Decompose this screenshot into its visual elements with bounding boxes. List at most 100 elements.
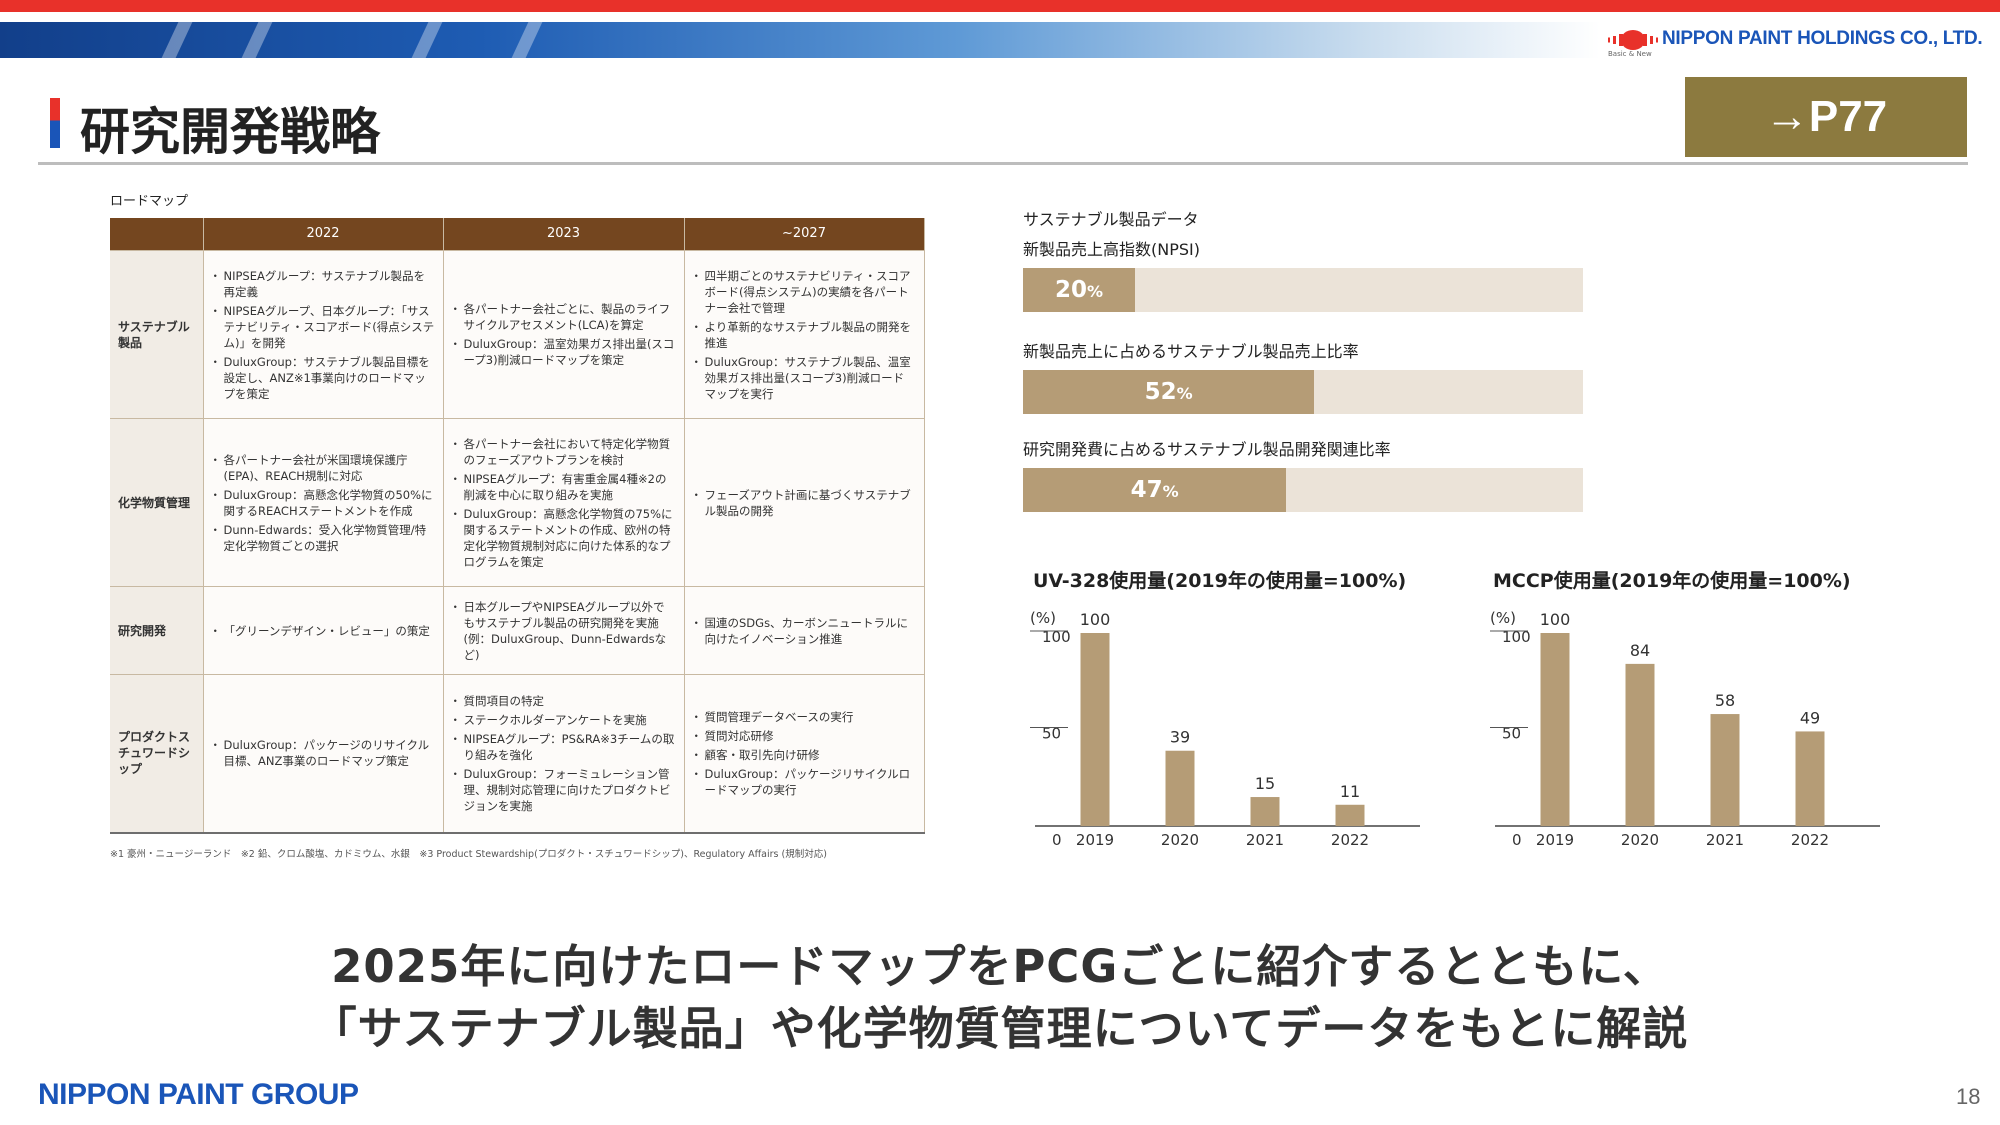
y-tick-label: 0: [1512, 831, 1522, 849]
bar: [1080, 633, 1110, 826]
roadmap-cell: フェーズアウト計画に基づくサステナブル製品の開発: [684, 418, 925, 587]
bar-value-number: 52: [1144, 379, 1177, 405]
percent-bar-value: 52%: [1023, 370, 1314, 414]
roadmap-item: 各パートナー会社ごとに、製品のライフサイクルアセスメント(LCA)を算定: [450, 301, 676, 333]
roadmap-row-header: サステナブル製品: [110, 250, 204, 419]
roadmap-row-header: 化学物質管理: [110, 418, 204, 587]
nippon-paint-group-logo: NIPPON PAINT GROUP: [38, 1078, 359, 1111]
data-label: 11: [1340, 782, 1360, 801]
roadmap-item: フェーズアウト計画に基づくサステナブル製品の開発: [691, 487, 916, 519]
bar-label: 新製品売上に占めるサステナブル製品売上比率: [1023, 342, 1359, 361]
x-tick-label: 2021: [1706, 831, 1744, 849]
roadmap-label: ロードマップ: [110, 194, 189, 209]
key-message-line2: 「サステナブル製品」や化学物質管理についてデータをもとに解説: [311, 1002, 1689, 1055]
roadmap-item: DuluxGroup：フォーミュレーション管理、規制対応管理に向けたプロダクトビ…: [450, 766, 676, 814]
data-label: 58: [1715, 691, 1735, 710]
roadmap-item: 各パートナー会社において特定化学物質のフェーズアウトプランを検討: [450, 436, 676, 468]
data-label: 15: [1255, 774, 1275, 793]
roadmap-cell: 「グリーンデザイン・レビュー」の策定: [203, 586, 444, 675]
roadmap-cell: 各パートナー会社において特定化学物質のフェーズアウトプランを検討 NIPSEAグ…: [443, 418, 685, 587]
x-tick-label: 2021: [1246, 831, 1284, 849]
bar: [1540, 633, 1570, 826]
bar-value-unit: %: [1162, 482, 1179, 501]
roadmap-cell: NIPSEAグループ：サステナブル製品を再定義 NIPSEAグループ、日本グルー…: [203, 250, 444, 419]
bar: [1335, 804, 1365, 826]
bar-value-unit: %: [1086, 282, 1104, 301]
title-divider: [38, 162, 1968, 165]
roadmap-item: Dunn-Edwards：受入化学物質管理/特定化学物質ごとの選択: [210, 522, 435, 554]
roadmap-row: 化学物質管理 各パートナー会社が米国環境保護庁(EPA)、REACH規制に対応 …: [110, 418, 925, 587]
roadmap-item: 顧客・取引先向け研修: [691, 747, 916, 763]
roadmap-item: NIPSEAグループ：PS&RA※3チームの取り組みを強化: [450, 731, 676, 763]
roadmap-item: 質問管理データベースの実行: [691, 709, 916, 725]
roadmap-corner: [110, 218, 204, 251]
y-tick-label: 100: [1502, 628, 1531, 646]
uv328-bar-chart: (%) 0 50 100 100 2019 39 2020 15 2021 11 2022: [1030, 609, 1420, 849]
roadmap-row: サステナブル製品 NIPSEAグループ：サステナブル製品を再定義 NIPSEAグ…: [110, 250, 925, 419]
y-tick-label: 0: [1052, 831, 1062, 849]
roadmap-item: 質問項目の特定: [450, 693, 676, 709]
bar-label: 新製品売上高指数(NPSI): [1023, 240, 1200, 259]
percent-bar-track: 52%: [1023, 370, 1583, 414]
bar-value-unit: %: [1176, 384, 1193, 403]
data-label: 49: [1800, 708, 1820, 727]
roadmap-item: 国連のSDGs、カーボンニュートラルに向けたイノベーション推進: [691, 615, 916, 647]
roadmap-cell: 質問管理データベースの実行 質問対応研修 顧客・取引先向け研修 DuluxGro…: [684, 674, 925, 834]
roadmap-row: プロダクトスチュワードシップ DuluxGroup：パッケージのリサイクル目標、…: [110, 674, 925, 834]
roadmap-footnote: ※1 豪州・ニュージーランド ※2 鉛、クロム酸塩、カドミウム、水銀 ※3 Pr…: [110, 849, 827, 860]
roadmap-col-header: ~2027: [684, 218, 925, 251]
roadmap-item: 日本グループやNIPSEAグループ以外でもサステナブル製品の研究開発を実施(例：…: [450, 599, 676, 663]
x-tick-label: 2020: [1161, 831, 1199, 849]
percent-bar-fill: [1023, 268, 1135, 312]
x-tick-label: 2022: [1791, 831, 1829, 849]
bar: [1165, 750, 1195, 826]
roadmap-row: 研究開発 「グリーンデザイン・レビュー」の策定 日本グループやNIPSEAグルー…: [110, 586, 925, 675]
nippon-paint-logo-icon: [1608, 30, 1658, 50]
logo-tagline: Basic & New: [1608, 50, 1652, 58]
roadmap-cell: 国連のSDGs、カーボンニュートラルに向けたイノベーション推進: [684, 586, 925, 675]
roadmap-item: DuluxGroup：サステナブル製品、温室効果ガス排出量(スコープ3)削減ロー…: [691, 354, 916, 402]
company-name: NIPPON PAINT HOLDINGS CO., LTD.: [1662, 28, 1983, 49]
bar: [1710, 714, 1740, 826]
data-label: 100: [1540, 610, 1571, 629]
percent-bar-fill: [1023, 370, 1315, 414]
bar-value-number: 20: [1054, 277, 1087, 303]
chart-title: UV-328使用量(2019年の使用量=100%): [1033, 570, 1407, 592]
chart-title: MCCP使用量(2019年の使用量=100%): [1493, 570, 1851, 592]
roadmap-row-header: プロダクトスチュワードシップ: [110, 674, 204, 834]
roadmap-item: NIPSEAグループ、日本グループ：「サステナビリティ・スコアボード(得点システ…: [210, 303, 435, 351]
roadmap-item: ステークホルダーアンケートを実施: [450, 712, 676, 728]
bar: [1250, 797, 1280, 826]
roadmap-cell: 各パートナー会社ごとに、製品のライフサイクルアセスメント(LCA)を算定 Dul…: [443, 250, 685, 419]
data-label: 100: [1080, 610, 1111, 629]
page-number: 18: [1956, 1084, 1981, 1109]
percent-bar-track: 47%: [1023, 468, 1583, 512]
roadmap-item: DuluxGroup：パッケージリサイクルロードマップの実行: [691, 766, 916, 798]
roadmap-col-header: 2023: [443, 218, 685, 251]
page-reference-link[interactable]: →P77: [1685, 77, 1967, 157]
roadmap-item: DuluxGroup：高懸念化学物質の50%に関するREACHステートメントを作…: [210, 487, 435, 519]
x-tick-label: 2019: [1536, 831, 1574, 849]
roadmap-item: 質問対応研修: [691, 728, 916, 744]
mccp-bar-chart: (%) 0 50 100 100 2019 84 2020 58 2021 49 2022: [1490, 609, 1880, 849]
roadmap-item: より革新的なサステナブル製品の開発を推進: [691, 319, 916, 351]
roadmap-item: DuluxGroup：サステナブル製品目標を設定し、ANZ※1事業向けのロードマ…: [210, 354, 435, 402]
y-tick-label: 100: [1042, 628, 1071, 646]
x-tick-label: 2020: [1621, 831, 1659, 849]
bar-value-number: 47: [1130, 477, 1163, 503]
roadmap-header-row: 2022 2023 ~2027: [110, 218, 925, 251]
top-red-bar: [0, 0, 2000, 12]
page-title: 研究開発戦略: [80, 103, 380, 161]
percent-bar-value: 47%: [1023, 468, 1286, 512]
y-tick-label: 50: [1042, 725, 1061, 743]
bar: [1795, 731, 1825, 826]
roadmap-item: 四半期ごとのサステナビリティ・スコアボード(得点システム)の実績を各パートナー会…: [691, 268, 916, 316]
roadmap-cell: 日本グループやNIPSEAグループ以外でもサステナブル製品の研究開発を実施(例：…: [443, 586, 685, 675]
y-axis-unit: (%): [1490, 609, 1516, 627]
roadmap-item: DuluxGroup：温室効果ガス排出量(スコープ3)削減ロードマップを策定: [450, 336, 676, 368]
sustainable-data-title: サステナブル製品データ: [1023, 210, 1199, 229]
y-axis-unit: (%): [1030, 609, 1056, 627]
top-blue-band: [0, 22, 1600, 58]
x-tick-label: 2022: [1331, 831, 1369, 849]
x-tick-label: 2019: [1076, 831, 1114, 849]
